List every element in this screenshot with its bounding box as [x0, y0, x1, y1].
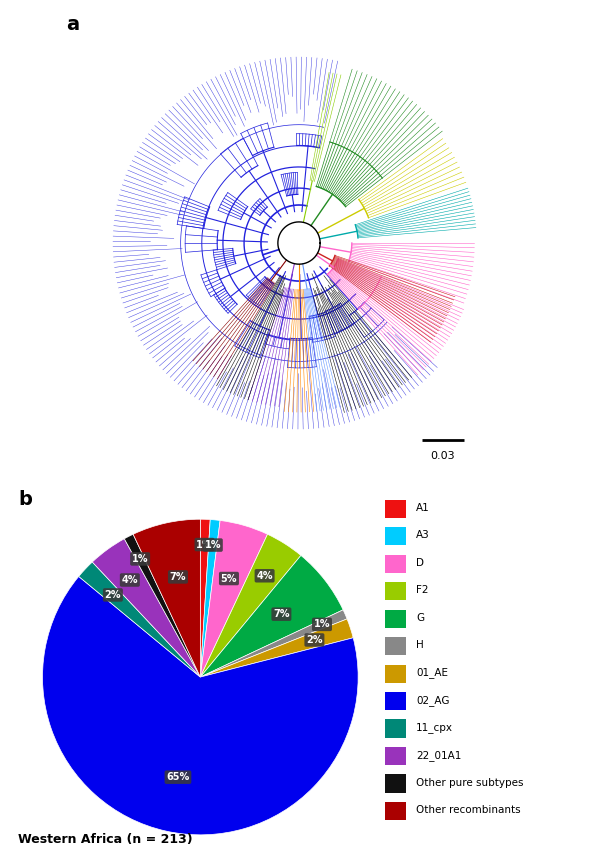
Wedge shape — [124, 534, 200, 677]
Text: H: H — [416, 641, 424, 650]
Text: 2%: 2% — [306, 635, 323, 645]
Wedge shape — [200, 556, 343, 677]
Bar — [385, 665, 406, 682]
Wedge shape — [200, 610, 347, 677]
Wedge shape — [200, 619, 353, 677]
Wedge shape — [200, 520, 220, 677]
Bar — [385, 500, 406, 517]
Bar — [385, 747, 406, 765]
Text: 65%: 65% — [166, 773, 190, 782]
Text: 2%: 2% — [105, 590, 121, 600]
Wedge shape — [42, 576, 358, 835]
Text: Other pure subtypes: Other pure subtypes — [416, 778, 524, 788]
Text: 02_AG: 02_AG — [416, 694, 450, 706]
Text: 4%: 4% — [121, 575, 138, 585]
Bar — [385, 555, 406, 573]
Wedge shape — [200, 534, 301, 677]
Text: Western Africa (n = 213): Western Africa (n = 213) — [18, 833, 193, 846]
Text: 1%: 1% — [196, 540, 213, 549]
Text: a: a — [66, 15, 79, 34]
Bar — [385, 774, 406, 792]
Wedge shape — [92, 539, 200, 677]
Text: 01_AE: 01_AE — [416, 667, 448, 678]
Bar — [385, 692, 406, 710]
Wedge shape — [79, 562, 200, 677]
Wedge shape — [200, 519, 210, 677]
Wedge shape — [133, 519, 200, 677]
Bar — [385, 609, 406, 628]
Text: 1%: 1% — [205, 540, 221, 550]
Text: 1%: 1% — [314, 620, 330, 629]
Text: 1%: 1% — [132, 554, 148, 564]
Text: 11_cpx: 11_cpx — [416, 722, 453, 733]
Text: G: G — [416, 613, 425, 623]
Text: A3: A3 — [416, 530, 430, 541]
Text: 22_01A1: 22_01A1 — [416, 750, 462, 760]
Text: A1: A1 — [416, 503, 430, 513]
Text: 7%: 7% — [170, 572, 186, 582]
Bar — [385, 527, 406, 545]
Text: 4%: 4% — [257, 571, 273, 581]
Text: D: D — [416, 558, 424, 568]
Bar — [385, 802, 406, 820]
Bar — [385, 637, 406, 655]
Bar — [385, 720, 406, 738]
Text: F2: F2 — [416, 585, 429, 595]
Text: 0.03: 0.03 — [431, 451, 455, 461]
Text: 7%: 7% — [273, 609, 289, 619]
Text: Other recombinants: Other recombinants — [416, 806, 521, 815]
Bar — [385, 582, 406, 600]
Text: 5%: 5% — [221, 574, 237, 583]
Wedge shape — [200, 521, 267, 677]
Text: b: b — [18, 490, 32, 510]
